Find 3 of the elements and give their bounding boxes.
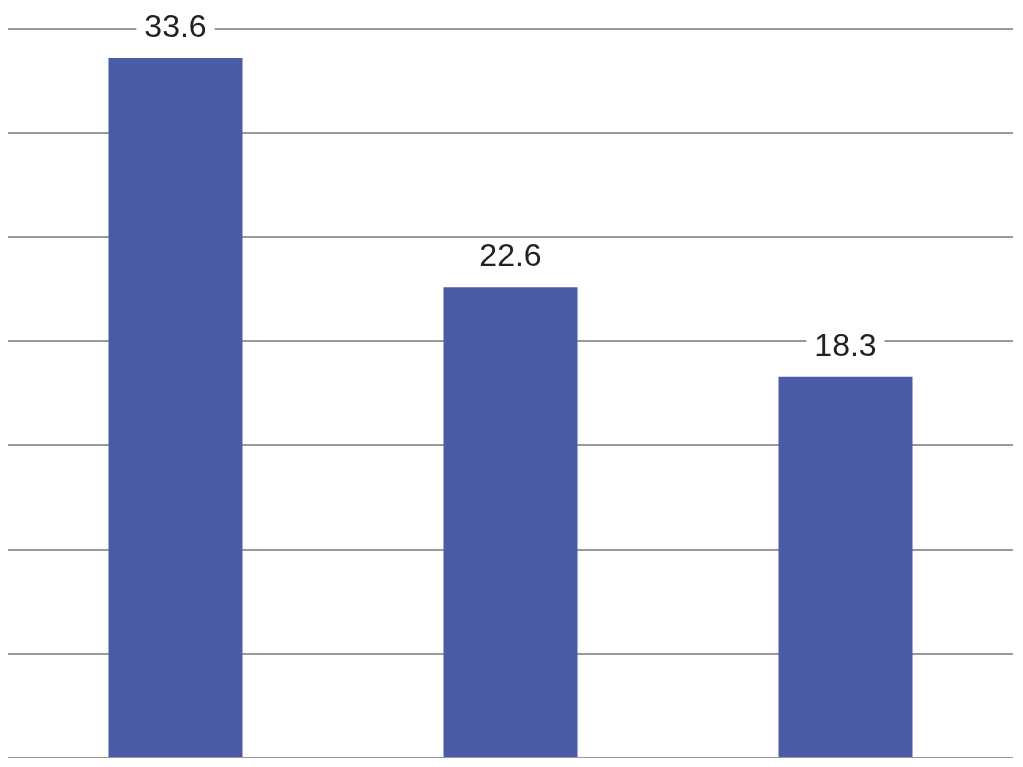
- data-label: 33.6: [144, 7, 207, 44]
- data-label: 18.3: [814, 326, 877, 363]
- data-label: 22.6: [479, 236, 542, 273]
